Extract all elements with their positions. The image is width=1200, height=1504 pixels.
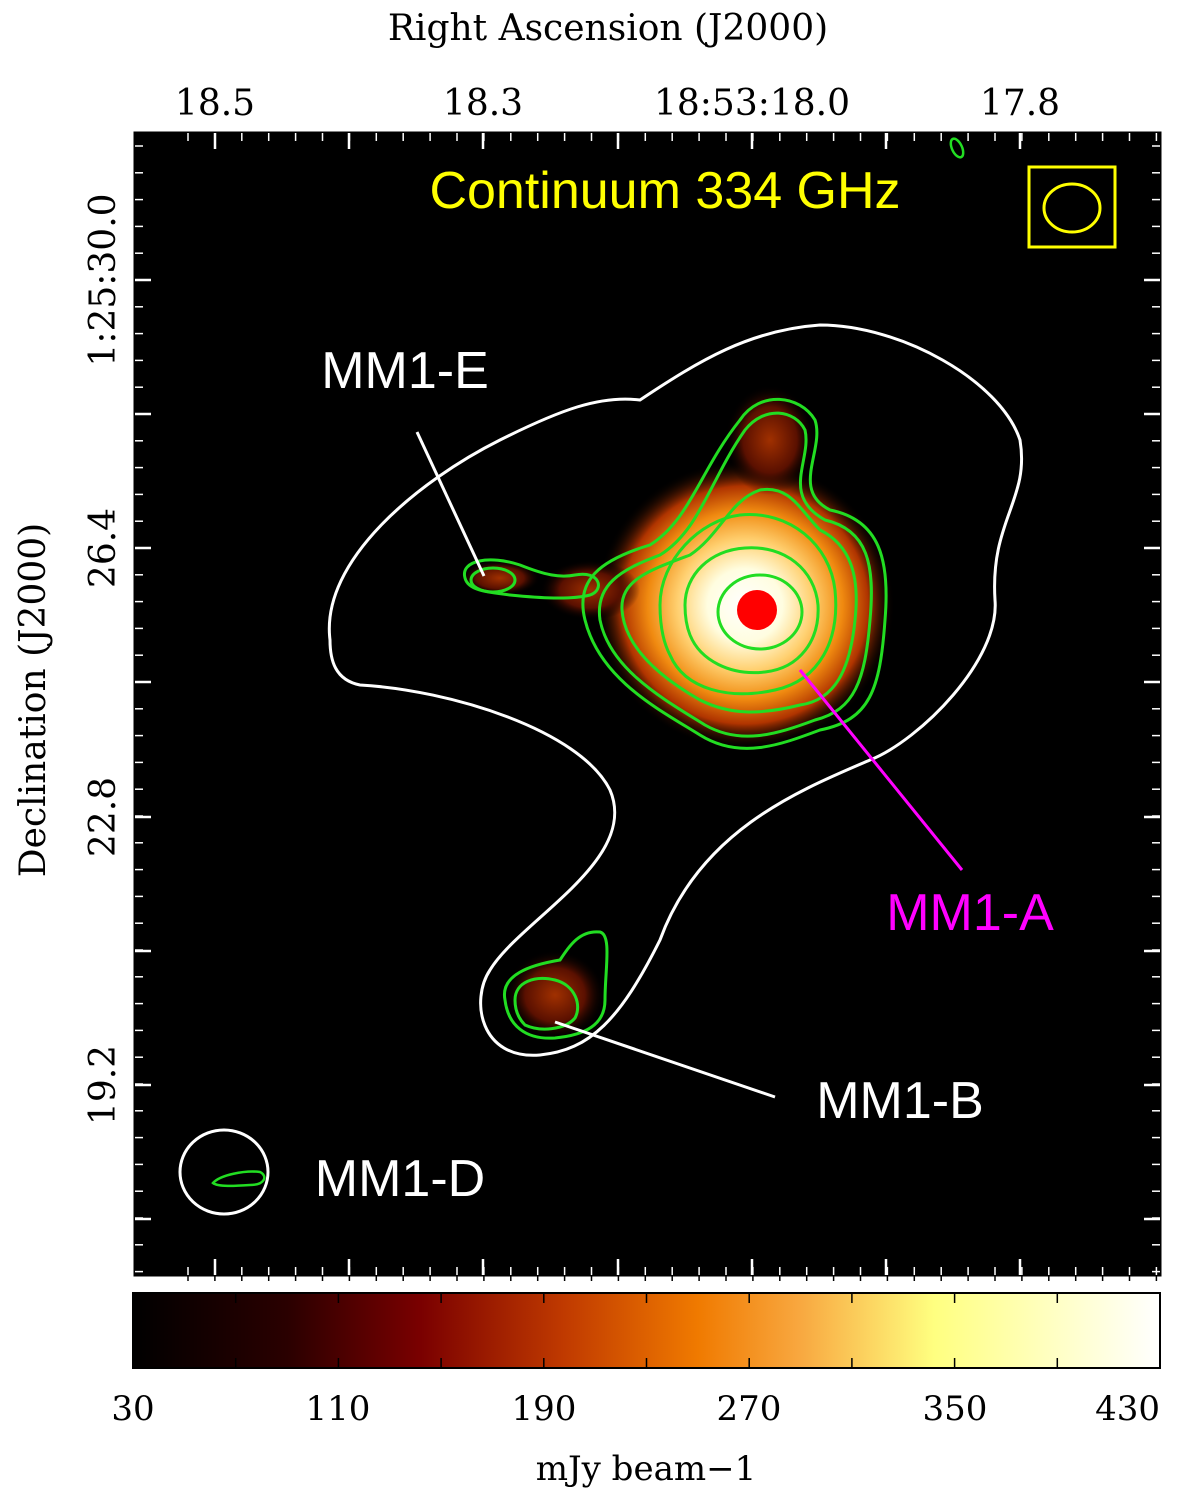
colorbar-tick-label: 30: [111, 1389, 154, 1429]
dec-tick-label: 1:25:30.0: [83, 193, 124, 366]
green-contour-mm1-a-6: [716, 573, 804, 651]
ra-tick-label: 18:53:18.0: [654, 83, 850, 124]
white-contour-mm1-d: [178, 1128, 270, 1216]
label-mm1-d: MM1-D: [315, 1150, 485, 1208]
colorbar-tick-label: 110: [306, 1389, 371, 1429]
dec-tick-label: 19.2: [83, 1045, 124, 1125]
beam-ellipse: [1042, 182, 1102, 234]
green-contour-mm1-a-5: [683, 546, 820, 675]
colorbar: 30 110 190 270 350 430 mJy beam−1: [111, 1275, 1161, 1489]
colorbar-gradient: [132, 1292, 1161, 1369]
map-frame: [133, 131, 1162, 1277]
beam-box: [1027, 165, 1117, 249]
colorbar-tick-label: 430: [1095, 1389, 1160, 1429]
pointer-line-mm1-b: [554, 1020, 776, 1099]
x-axis-title: Right Ascension (J2000): [388, 8, 828, 49]
green-contour-mm1-a-2: [597, 411, 873, 738]
green-contour-mm1-a-3: [620, 487, 858, 714]
y-axis-title: Declination (J2000): [13, 523, 54, 877]
colorbar-tick-label: 270: [717, 1389, 782, 1429]
colorbar-ticks: [132, 1275, 1161, 1368]
peak-marker-mm1-a: [737, 590, 777, 630]
green-contour-mm1-e-1: [463, 558, 600, 600]
colorbar-label: mJy beam−1: [536, 1449, 756, 1489]
green-contour-mm1-a-4: [658, 513, 838, 696]
pointer-line-mm1-a: [798, 669, 964, 871]
green-contour-mm1-b-2: [513, 976, 580, 1031]
map-ticks: [135, 133, 1160, 1275]
colorbar-tick-label: 190: [512, 1389, 577, 1429]
panel-title: Continuum 334 GHz: [429, 162, 900, 220]
green-speck-contour: [949, 137, 965, 159]
ra-tick-label: 18.5: [175, 83, 255, 124]
map-panel: Continuum 334 GHz MM1-E MM1-A MM1-B MM1-…: [133, 131, 1162, 1277]
ra-tick-label: 18.3: [443, 83, 523, 124]
dec-tick-label: 26.4: [83, 508, 124, 588]
green-contour-mm1-e-2: [469, 566, 517, 594]
emission-mm1-b: [505, 950, 605, 1040]
label-mm1-a: MM1-A: [886, 884, 1054, 942]
label-mm1-e: MM1-E: [321, 342, 489, 400]
emission-mm1-a-west: [540, 560, 640, 620]
outer-white-contour: [327, 323, 1024, 1057]
green-contour-mm1-b-1: [503, 930, 609, 1040]
dec-tick-label: 22.8: [83, 777, 124, 857]
ra-tick-label: 17.8: [980, 83, 1060, 124]
green-contour-mm1-a-1: [581, 397, 888, 750]
colorbar-tick-label: 350: [923, 1389, 988, 1429]
label-mm1-b: MM1-B: [816, 1072, 984, 1130]
pointer-line-mm1-e: [415, 431, 486, 577]
green-contour-mm1-d: [211, 1170, 266, 1188]
